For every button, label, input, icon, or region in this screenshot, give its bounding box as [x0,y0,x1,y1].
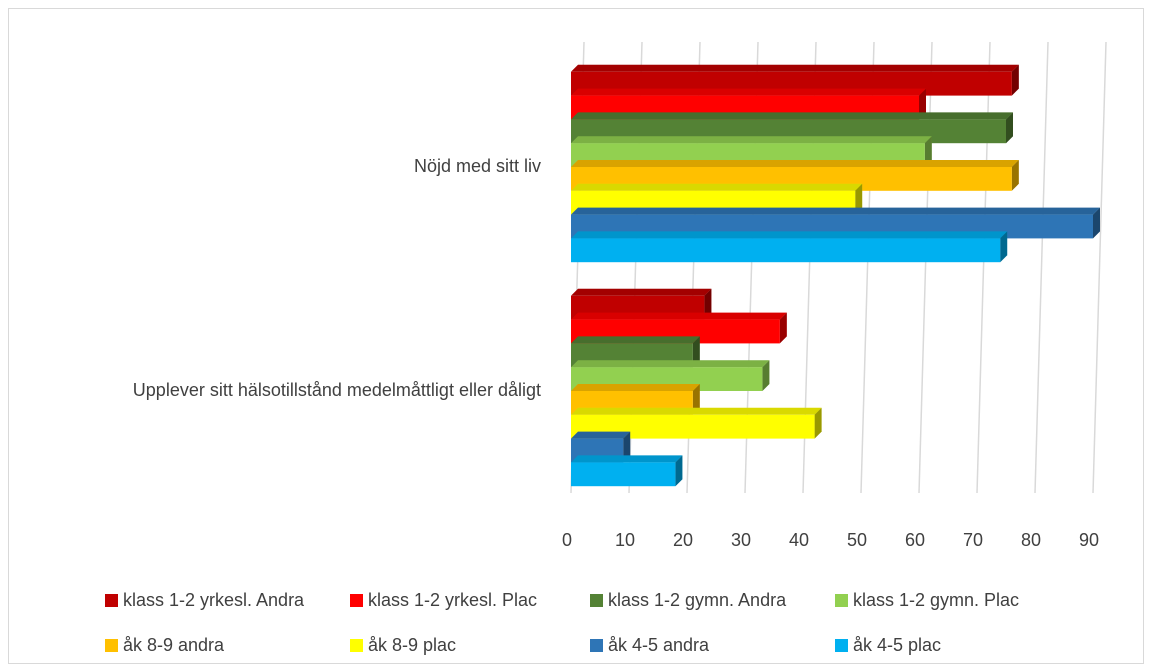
legend-swatch [350,639,363,652]
legend-label: åk 8-9 andra [123,635,225,655]
category-label: Upplever sitt hälsotillstånd medelmåttli… [133,380,541,400]
bar-side-shade [692,384,700,415]
bar-top-shade [571,88,926,96]
bar-side-shade [704,288,712,320]
bar-top-shade [571,312,787,320]
grid-line [1034,41,1049,494]
legend-swatch [590,639,603,652]
bar-top-shade [571,360,770,368]
x-tick-label: 0 [562,530,572,550]
bar-top-shade [571,288,712,296]
bar-side [1000,231,1008,263]
legend-label: åk 4-5 andra [608,635,710,655]
bar [571,414,815,439]
bar-top [571,136,932,144]
x-tick-label: 50 [847,530,867,550]
bar-side-shade [855,183,863,215]
bar-side [924,136,932,167]
bar-top-shade [571,431,631,439]
bar-side-shade [1000,231,1008,263]
bar-top [571,312,787,320]
bar-top [571,112,1013,120]
bar [571,238,1001,263]
bar-side-shade [779,312,787,344]
legend-label: klass 1-2 gymn. Plac [853,590,1019,610]
category-label: Nöjd med sitt liv [414,156,541,176]
legend-label: åk 8-9 plac [368,635,456,655]
bar-side-shade [924,136,932,167]
bar-side-shade [675,455,683,487]
legend-swatch [105,639,118,652]
bar-top [571,160,1019,167]
x-tick-label: 90 [1079,530,1099,550]
x-tick-label: 10 [615,530,635,550]
bar-top-shade [571,183,863,191]
x-tick-label: 80 [1021,530,1041,550]
bar-side [1006,112,1013,144]
bar-top [571,336,700,344]
bar-side [704,288,712,320]
bar [571,462,676,487]
bar-side [779,312,787,344]
x-tick-label: 40 [789,530,809,550]
bar-top [571,88,926,96]
bar-top [571,183,863,191]
bar-side [814,407,822,439]
x-tick-label: 20 [673,530,693,550]
bar-side-shade [919,88,926,120]
bar-top-shade [571,112,1013,120]
legend-swatch [590,594,603,607]
legend-label: klass 1-2 yrkesl. Andra [123,590,305,610]
bar-side-shade [1093,207,1100,239]
bar-side [1093,207,1100,239]
bar-top [571,407,822,415]
bar-top-shade [571,336,700,344]
legend-label: klass 1-2 gymn. Andra [608,590,787,610]
bar-side-shade [1011,64,1019,96]
bar-side [623,431,631,463]
bar-top-shade [571,160,1019,167]
bar-top-shade [571,231,1008,239]
bar-top [571,288,712,296]
bar-side [855,183,863,215]
bar-top [571,384,700,391]
bar-top-shade [571,407,822,415]
bar-top [571,207,1100,215]
bar-top-shade [571,384,700,391]
bar-top-shade [571,64,1019,72]
bar-side [675,455,683,487]
bar-top-shade [571,455,683,463]
x-tick-label: 30 [731,530,751,550]
bar-side [692,384,700,415]
legend-swatch [835,639,848,652]
legend-swatch [105,594,118,607]
bar-side-shade [1011,160,1019,191]
bar-side [919,88,926,120]
legend-label: åk 4-5 plac [853,635,941,655]
bar-side [692,336,700,368]
bar-top [571,431,631,439]
legend-label: klass 1-2 yrkesl. Plac [368,590,537,610]
legend-swatch [350,594,363,607]
bar-top [571,231,1008,239]
bar-side-shade [623,431,631,463]
bar-top-shade [571,207,1100,215]
bar-top [571,64,1019,72]
bar-side-shade [692,336,700,368]
bar-side [1011,160,1019,191]
bar-top-shade [571,136,932,144]
bar-side-shade [762,360,770,391]
x-tick-label: 70 [963,530,983,550]
bar-side [1011,64,1019,96]
grid-line [1092,41,1107,494]
bar-top [571,360,770,368]
bar-top [571,455,683,463]
bar-side-shade [1006,112,1013,144]
legend-swatch [835,594,848,607]
bar-side [762,360,770,391]
bar-side-shade [814,407,822,439]
x-tick-label: 60 [905,530,925,550]
